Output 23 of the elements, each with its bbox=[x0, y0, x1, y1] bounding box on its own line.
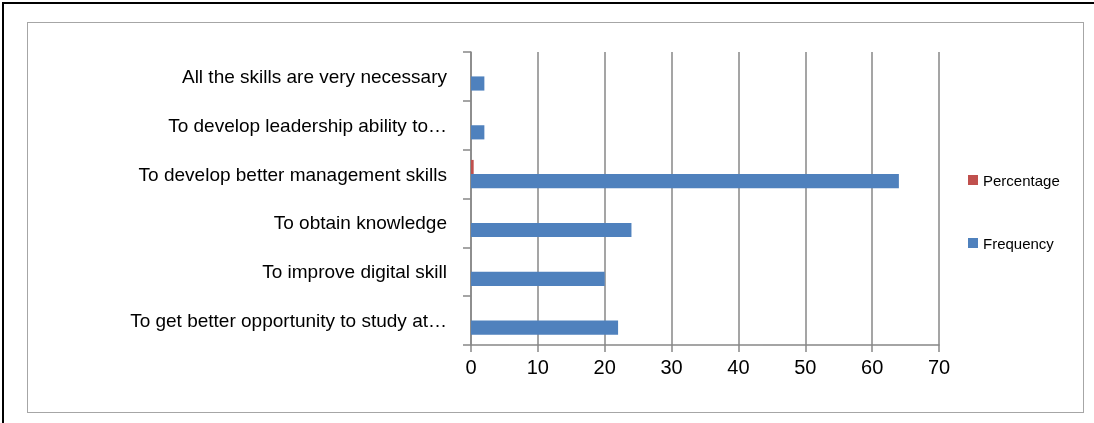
x-tick-label: 70 bbox=[927, 356, 951, 378]
x-tick-label: 60 bbox=[861, 356, 884, 378]
x-tick-label: 40 bbox=[727, 356, 750, 378]
y-tick-label: To develop leadership ability to… bbox=[168, 114, 447, 136]
bar bbox=[471, 125, 485, 140]
bar bbox=[471, 222, 632, 238]
x-tick-label: 50 bbox=[794, 356, 817, 378]
bar bbox=[471, 159, 474, 175]
bar bbox=[471, 320, 619, 335]
y-tick-label: To get better opportunity to study at… bbox=[130, 310, 447, 332]
y-tick-label: All the skills are very necessary bbox=[181, 65, 448, 87]
bar bbox=[471, 76, 485, 91]
y-tick-label: To develop better management skills bbox=[138, 163, 447, 185]
legend-label: Percentage bbox=[983, 171, 1060, 189]
bar bbox=[471, 271, 605, 286]
y-tick-label: To improve digital skill bbox=[262, 261, 447, 283]
bar bbox=[471, 174, 899, 189]
x-tick-label: 20 bbox=[593, 356, 616, 378]
x-tick-label: 30 bbox=[660, 356, 683, 378]
legend-label: Frequency bbox=[983, 234, 1055, 252]
x-tick-label: 10 bbox=[526, 356, 549, 378]
y-tick-label: To obtain knowledge bbox=[273, 212, 447, 234]
x-tick-label: 0 bbox=[465, 356, 477, 378]
